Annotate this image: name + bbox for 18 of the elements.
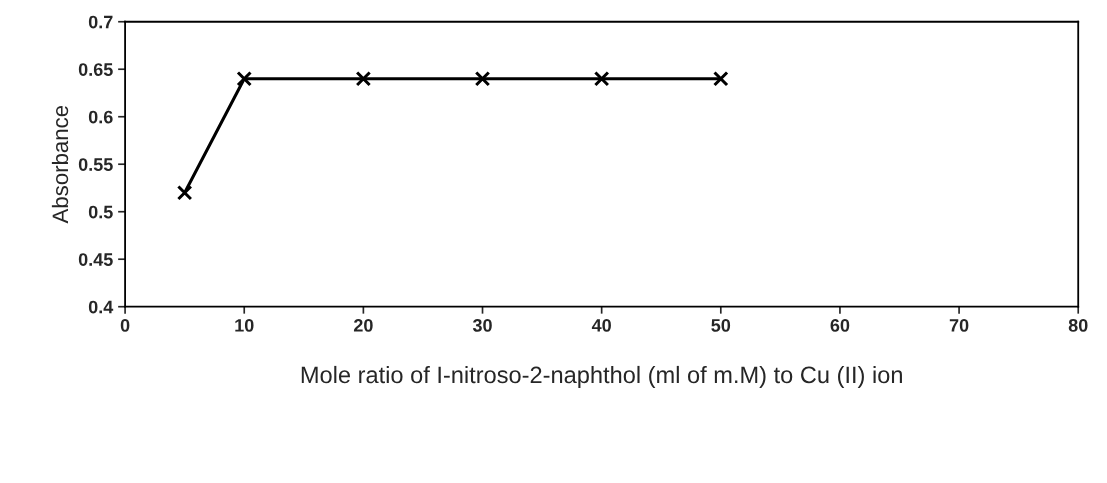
y-tick-label: 0.65	[78, 63, 113, 76]
y-tick-label: 0.4	[88, 300, 114, 314]
x-tick-label: 60	[830, 318, 850, 332]
y-tick-label: 0.5	[88, 205, 113, 219]
x-tick-label: 50	[711, 318, 731, 332]
x-tick-label: 30	[472, 318, 492, 332]
y-tick-label: 0.55	[78, 158, 113, 171]
y-axis-title: Absorbance	[51, 105, 69, 224]
y-tick-label: 0.7	[88, 15, 113, 29]
y-tick-label: 0.6	[88, 110, 113, 124]
y-tick-label: 0.45	[78, 253, 113, 266]
x-tick-label: 20	[353, 318, 373, 332]
x-tick-label: 40	[591, 318, 611, 332]
x-tick-label: 0	[120, 318, 130, 332]
x-tick-label: 10	[235, 318, 254, 332]
x-axis-title: Mole ratio of I-nitroso-2-naphthol (ml of m.M) to Cu (II) ion	[301, 365, 902, 388]
x-tick-label: 70	[949, 318, 969, 332]
x-tick-label: 80	[1068, 318, 1088, 332]
